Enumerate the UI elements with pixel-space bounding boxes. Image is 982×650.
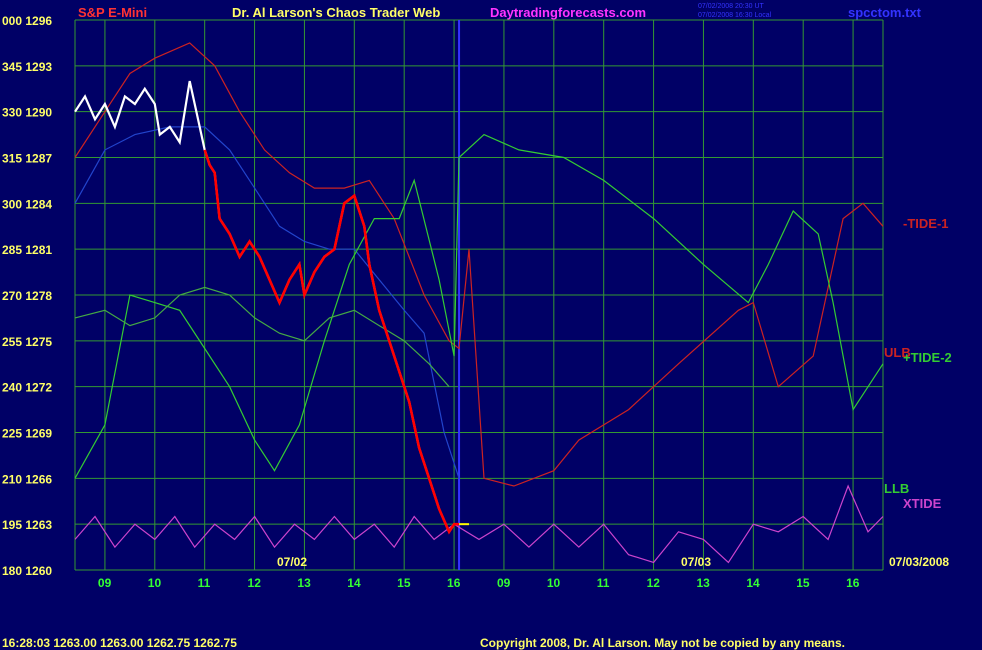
x-tick-label: 11 <box>198 576 211 590</box>
y-tick-label: 255 1275 <box>2 335 52 349</box>
x-tick-label: 14 <box>347 576 361 590</box>
y-tick-label: 225 1269 <box>2 427 52 441</box>
series-xtide <box>74 484 884 564</box>
x-tick-label: 10 <box>547 576 561 590</box>
x-tick-label: 16 <box>846 576 860 590</box>
y-axis-labels: 000 1296 345 1293 330 1290 315 1287 300 1284… <box>2 14 52 578</box>
x-tick-label: 12 <box>248 576 262 590</box>
x-tick-label: 11 <box>597 576 610 590</box>
legend-xtide: XTIDE <box>903 496 942 511</box>
series-llb <box>74 286 450 388</box>
y-tick-label: 240 1272 <box>2 381 52 395</box>
data-file-name: spcctom.txt <box>848 5 922 20</box>
x-tick-label: 12 <box>647 576 661 590</box>
y-tick-label: 315 1287 <box>2 152 52 166</box>
y-tick-label: 180 1260 <box>2 564 52 578</box>
y-tick-label: 330 1290 <box>2 106 52 120</box>
x-tick-label: 09 <box>497 576 511 590</box>
y-tick-label: 345 1293 <box>2 60 52 74</box>
y-tick-label: 270 1278 <box>2 289 52 303</box>
x-tick-label: 14 <box>746 576 760 590</box>
series-tide-2 <box>74 133 884 479</box>
chart-grid <box>74 19 884 571</box>
chart-title: Dr. Al Larson's Chaos Trader Web <box>232 5 440 20</box>
y-tick-label: 210 1266 <box>2 472 52 486</box>
legend-llb: LLB <box>884 481 909 496</box>
quote-readout: 16:28:03 1263.00 1263.00 1262.75 1262.75 <box>2 636 237 650</box>
chart-series <box>74 42 884 564</box>
site-link[interactable]: Daytradingforecasts.com <box>490 5 646 20</box>
x-axis-labels: 09 10 11 12 13 14 15 16 09 10 11 12 13 14 15 16 <box>98 576 860 590</box>
date-label-day1: 07/02 <box>277 555 307 569</box>
x-tick-label: 09 <box>98 576 112 590</box>
legend-tide1: -TIDE-1 <box>903 216 949 231</box>
x-tick-label: 13 <box>696 576 710 590</box>
x-tick-label: 15 <box>796 576 810 590</box>
symbol-title: S&P E-Mini <box>78 5 147 20</box>
x-tick-label: 10 <box>148 576 162 590</box>
x-tick-label: 13 <box>297 576 311 590</box>
x-tick-label: 15 <box>397 576 411 590</box>
legend-tide2: +TIDE-2 <box>903 350 952 365</box>
timestamp-local: 07/02/2008 16:30 Local <box>698 12 772 19</box>
y-tick-label: 195 1263 <box>2 518 52 532</box>
date-label-full: 07/03/2008 <box>889 555 949 569</box>
y-tick-label: 000 1296 <box>2 14 52 28</box>
x-tick-label: 16 <box>447 576 461 590</box>
copyright-notice: Copyright 2008, Dr. Al Larson. May not b… <box>480 636 845 650</box>
series-price-decline <box>203 149 459 535</box>
y-tick-label: 285 1281 <box>2 243 52 257</box>
y-tick-label: 300 1284 <box>2 197 52 211</box>
timestamp-utc: 07/02/2008 20:30 UT <box>698 3 764 10</box>
date-label-day2: 07/03 <box>681 555 711 569</box>
legend-ulb: ULB <box>884 345 911 360</box>
series-blue-average <box>74 126 460 479</box>
